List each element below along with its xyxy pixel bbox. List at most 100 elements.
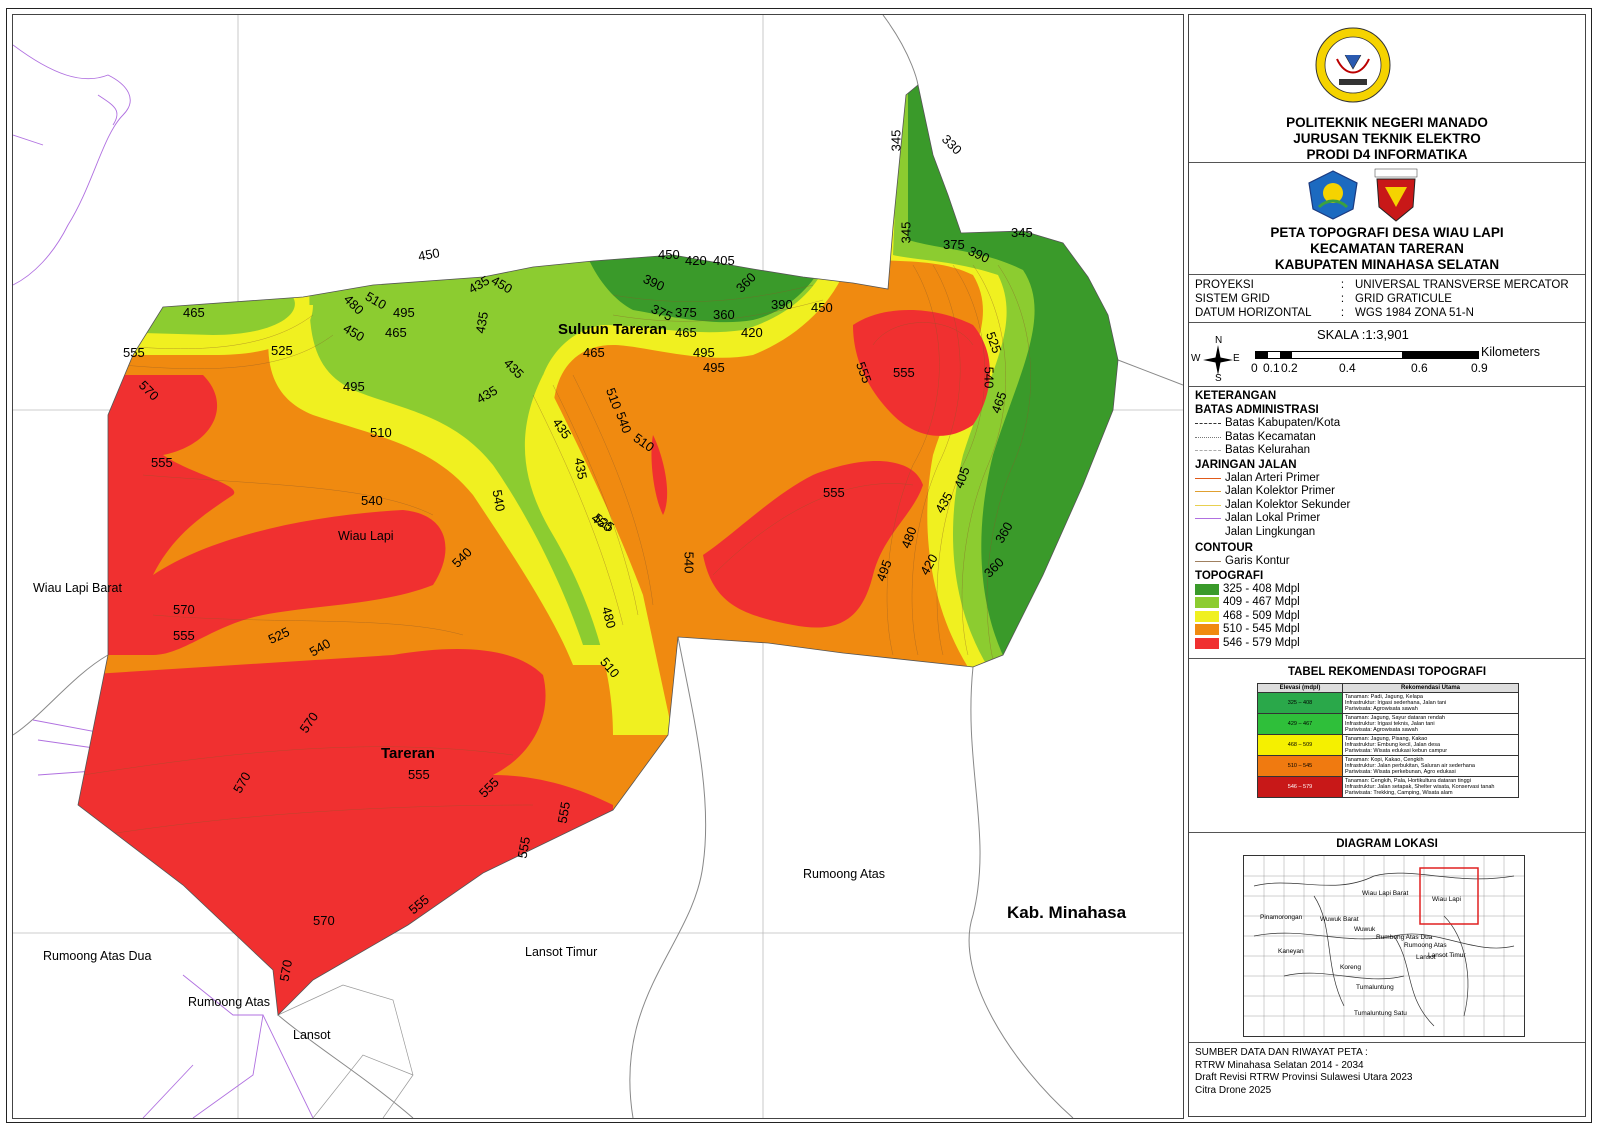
projection-value: GRID GRATICULE xyxy=(1355,293,1452,305)
label-tareran: Tareran xyxy=(381,745,435,762)
legend-road-label: Jalan Kolektor Primer xyxy=(1225,485,1335,497)
scale-unit: Kilometers xyxy=(1481,345,1541,359)
legend-title: KETERANGAN xyxy=(1195,390,1277,402)
legend-admin-item: Batas Kabupaten/Kota xyxy=(1195,417,1579,431)
legend-road-item: Jalan Arteri Primer xyxy=(1195,472,1579,486)
contour-label: 375 xyxy=(675,305,697,320)
legend-road-item: Jalan Kolektor Primer xyxy=(1195,485,1579,499)
projection-key: PROYEKSI xyxy=(1195,279,1254,291)
projection-value: UNIVERSAL TRANSVERSE MERCATOR xyxy=(1355,279,1569,291)
location-diagram-section: DIAGRAM LOKASI xyxy=(1189,833,1585,1043)
map-title: PETA TOPOGRAFI DESA WIAU LAPI KECAMATAN … xyxy=(1189,225,1585,273)
scale-tick: 0.6 xyxy=(1411,361,1428,375)
diagram-place-label: Rumbong Atas Dua xyxy=(1376,934,1433,941)
projection-row: SISTEM GRID: GRID GRATICULE xyxy=(1195,292,1579,306)
label-lansot-timur: Lansot Timur xyxy=(525,945,598,959)
road-line-swatch xyxy=(1195,518,1221,520)
contour-label: 570 xyxy=(173,602,195,617)
scale-label: SKALA :1:3,901 xyxy=(1317,327,1409,342)
legend-road-item: Jalan Kolektor Sekunder xyxy=(1195,499,1579,513)
sources-section: SUMBER DATA DAN RIWAYAT PETA : RTRW Mina… xyxy=(1189,1043,1585,1118)
diagram-title: DIAGRAM LOKASI xyxy=(1336,838,1438,850)
boundary-line-swatch xyxy=(1195,423,1221,425)
compass-icon: N S E W xyxy=(1191,335,1241,384)
rek-row: 546 – 579 Tanaman: Cengkih, Pala, Hortiku… xyxy=(1257,776,1519,798)
rek-line: Infrastruktur: Embung kecil, Jalan desa xyxy=(1345,742,1441,748)
road-line-swatch xyxy=(1195,477,1221,479)
contour-label: 495 xyxy=(393,305,415,320)
rek-elev: 510 – 545 xyxy=(1257,755,1343,777)
diagram-place-label: Wiau Lapi xyxy=(1432,896,1461,903)
rek-text: Tanaman: Jagung, Sayur dataran rendah Inf… xyxy=(1342,713,1519,735)
contour-label: 405 xyxy=(713,253,735,268)
rek-row: 510 – 545 Tanaman: Kopi, Kakao, Cengkih In… xyxy=(1257,755,1519,777)
rek-row: 325 – 408 Tanaman: Padi, Jagung, Kelapa In… xyxy=(1257,692,1519,714)
map-title-line1: PETA TOPOGRAFI DESA WIAU LAPI xyxy=(1270,225,1504,240)
contour-label: 390 xyxy=(771,297,793,312)
rek-line: Pariwisata: Wisata perkebunan, Agro eduk… xyxy=(1345,769,1456,775)
legend-topo-item: 510 - 545 Mdpl xyxy=(1195,623,1579,637)
contour-label: 495 xyxy=(703,360,725,375)
topo-color-swatch xyxy=(1195,637,1219,649)
legend-road-label: Jalan Arteri Primer xyxy=(1225,471,1320,484)
topographic-map xyxy=(13,15,1183,1118)
regency-emblem-icon xyxy=(1305,169,1361,221)
contour-label: 555 xyxy=(123,345,145,360)
road-line-swatch xyxy=(1195,531,1221,533)
contour-label: 375 xyxy=(943,237,965,252)
contour-label: 345 xyxy=(888,129,904,152)
legend-road-item: Jalan Lingkungan xyxy=(1195,526,1579,540)
legend-road-label: Jalan Lingkungan xyxy=(1225,525,1316,538)
rek-line: Tanaman: Cengkih, Pala, Hortikultura dat… xyxy=(1345,778,1471,784)
scale-tick: 0 xyxy=(1251,361,1258,375)
projection-value: WGS 1984 ZONA 51-N xyxy=(1355,307,1474,319)
compass-s: S xyxy=(1215,373,1222,384)
minsel-emblem-icon xyxy=(1373,167,1419,223)
contour-line-swatch xyxy=(1195,561,1221,563)
legend-contour-label: Garis Kontur xyxy=(1225,555,1290,567)
road-line-swatch xyxy=(1195,491,1221,493)
contour-label: 555 xyxy=(823,485,845,500)
rek-line: Pariwisata: Wisata edukasi kebun campur xyxy=(1345,748,1448,754)
rek-text: Tanaman: Kopi, Kakao, Cengkih Infrastrukt… xyxy=(1342,755,1519,777)
label-lansot: Lansot xyxy=(293,1028,331,1042)
rek-text: Tanaman: Padi, Jagung, Kelapa Infrastrukt… xyxy=(1342,692,1519,714)
source-item: RTRW Minahasa Selatan 2014 - 2034 xyxy=(1195,1059,1364,1071)
boundary-line-swatch xyxy=(1195,450,1221,452)
label-rumoong-atas-dua: Rumoong Atas Dua xyxy=(43,949,152,963)
legend-topo-title: TOPOGRAFI xyxy=(1195,569,1264,582)
legend-topo-item: 409 - 467 Mdpl xyxy=(1195,596,1579,610)
legend-contour-item: Garis Kontur xyxy=(1195,555,1579,569)
rek-line: Tanaman: Kopi, Kakao, Cengkih xyxy=(1345,757,1424,763)
rek-row: 468 – 509 Tanaman: Jagung, Pisang, Kakao I… xyxy=(1257,734,1519,756)
contour-label: 465 xyxy=(183,305,205,320)
polimdo-logo xyxy=(1315,25,1391,105)
projection-row: PROYEKSI: UNIVERSAL TRANSVERSE MERCATOR xyxy=(1195,278,1579,292)
map-frame xyxy=(6,8,1592,1123)
topo-color-swatch xyxy=(1195,624,1219,636)
projection-row: DATUM HORIZONTAL: WGS 1984 ZONA 51-N xyxy=(1195,306,1579,320)
projection-colon: : xyxy=(1340,279,1345,291)
source-item: Draft Revisi RTRW Provinsi Sulawesi Utar… xyxy=(1195,1072,1413,1083)
legend-topo-label: 409 - 467 Mdpl xyxy=(1223,596,1300,608)
boundary-line-swatch xyxy=(1195,436,1221,438)
topo-color-swatch xyxy=(1195,597,1219,609)
recommendation-title: TABEL REKOMENDASI TOPOGRAFI xyxy=(1287,666,1487,678)
rek-text: Tanaman: Cengkih, Pala, Hortikultura dat… xyxy=(1342,776,1519,798)
projection-colon: : xyxy=(1340,293,1345,305)
contour-label: 540 xyxy=(361,493,383,508)
contour-label: 465 xyxy=(675,325,697,340)
institution-line2: JURUSAN TEKNIK ELEKTRO xyxy=(1293,131,1481,146)
rek-elev: 429 – 467 xyxy=(1257,713,1343,735)
diagram-place-label: Lansot Timur xyxy=(1428,952,1466,959)
rek-line: Pariwisata: Agrowisata sawah xyxy=(1345,727,1418,733)
legend-admin-item: Batas Kelurahan xyxy=(1195,444,1579,458)
legend-panel: POLITEKNIK NEGERI MANADO JURUSAN TEKNIK … xyxy=(1188,14,1586,1117)
contour-label: 525 xyxy=(271,343,293,358)
scale-tick: 0.2 xyxy=(1281,361,1298,375)
label-kab-minahasa: Kab. Minahasa xyxy=(1007,903,1127,922)
contour-label: 540 xyxy=(681,551,697,574)
label-wiau-lapi: Wiau Lapi xyxy=(338,529,394,543)
map-title-line2: KECAMATAN TARERAN xyxy=(1310,241,1464,256)
legend-section: KETERANGAN BATAS ADMINISTRASI Batas Kabu… xyxy=(1189,387,1585,659)
